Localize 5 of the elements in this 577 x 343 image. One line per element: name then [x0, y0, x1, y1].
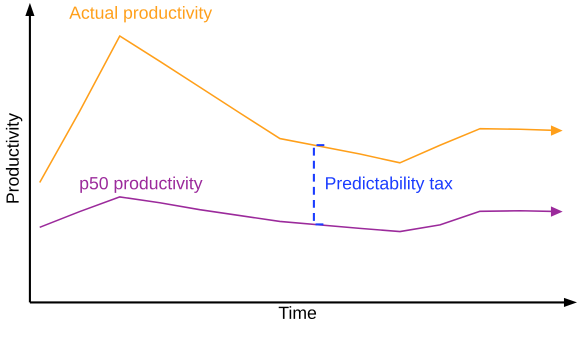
x-axis-title: Time: [278, 306, 316, 320]
y-axis-title: Productivity: [6, 113, 22, 203]
series-label: Actual productivity: [69, 6, 212, 23]
series-label: p50 productivity: [80, 176, 203, 194]
annotation: Predictability tax: [326, 176, 453, 194]
